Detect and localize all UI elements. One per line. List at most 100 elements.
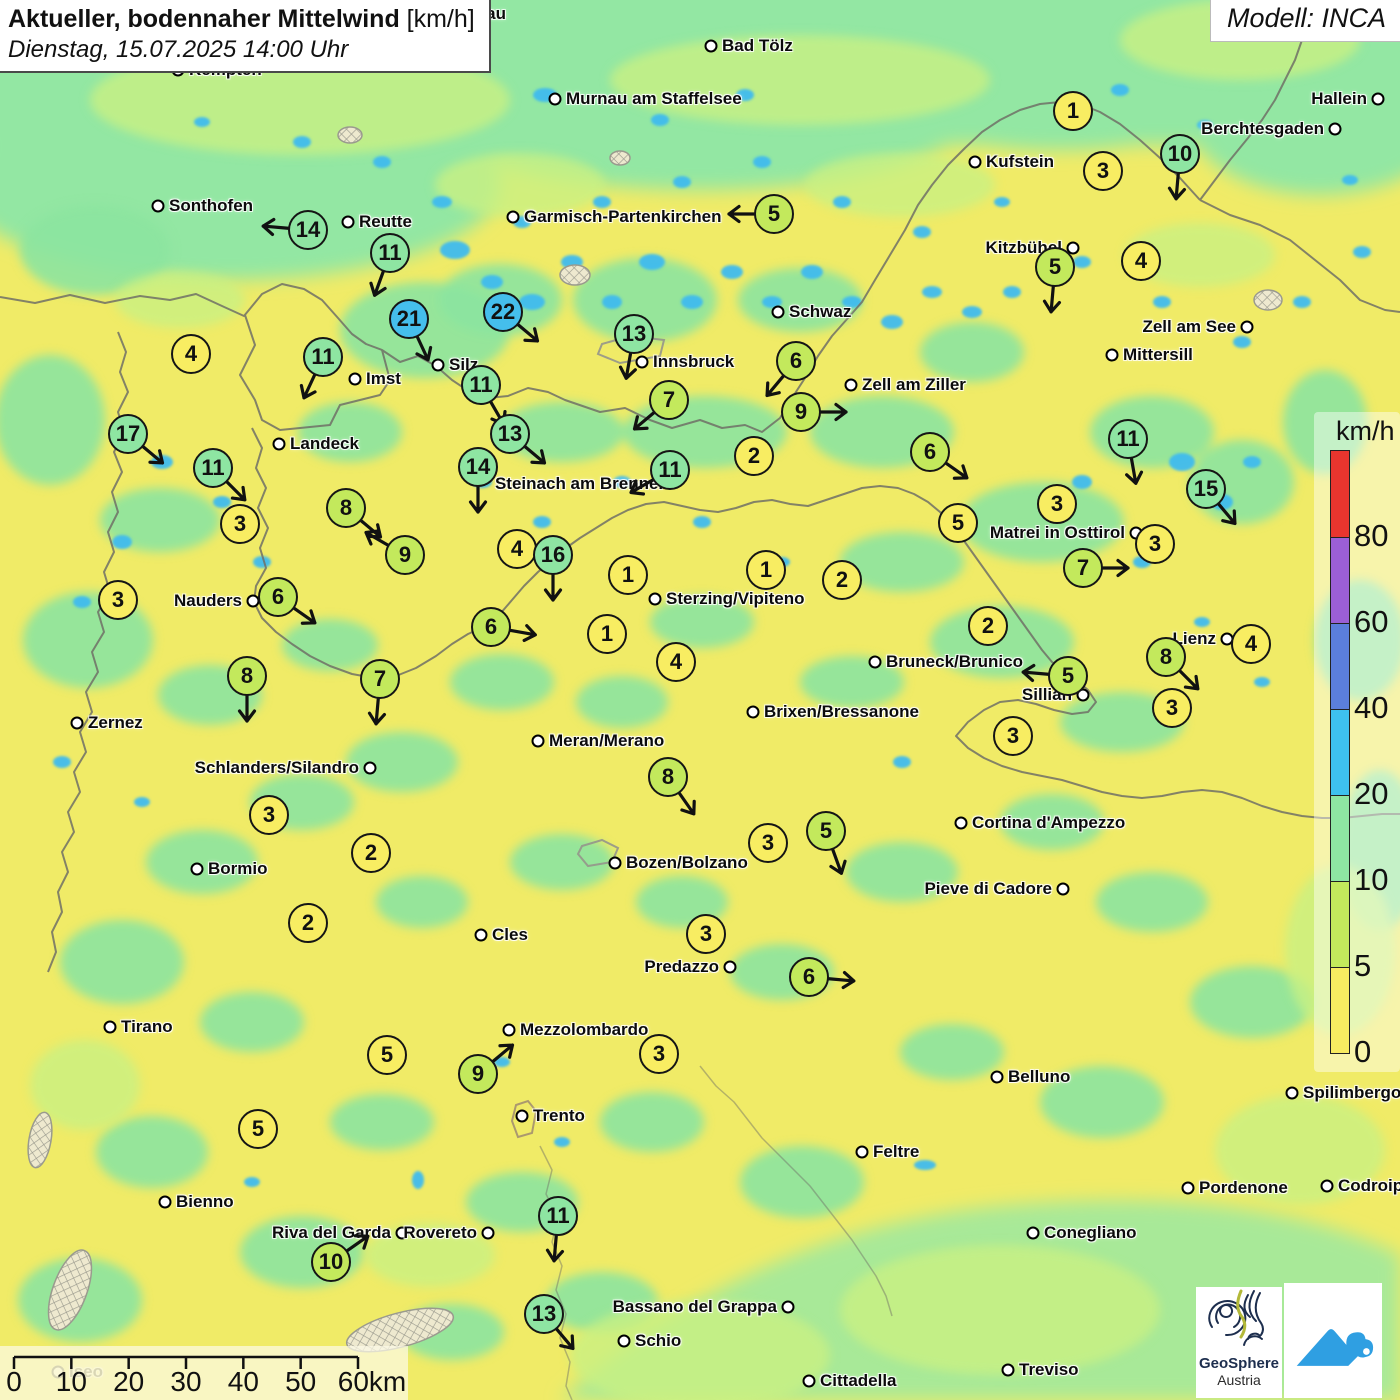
city-marker-icon: [608, 856, 622, 870]
wind-value: 3: [220, 504, 260, 544]
wind-arrow-icon: [363, 267, 394, 303]
city-marker-icon: [151, 199, 165, 213]
city-marker-icon: [1320, 1179, 1334, 1193]
wind-value: 4: [1231, 624, 1271, 664]
wind-value: 1: [587, 614, 627, 654]
city-marker-icon: [1328, 122, 1342, 136]
wind-value: 5: [367, 1035, 407, 1075]
wind-value: 3: [249, 795, 289, 835]
city-marker-icon: [844, 378, 858, 392]
wind-value: 8: [1146, 637, 1186, 677]
wind-value: 7: [649, 380, 689, 420]
city-marker-icon: [1371, 92, 1385, 106]
city-marker-icon: [158, 1195, 172, 1209]
city-label: Lienz: [1172, 629, 1216, 648]
city-label: Landeck: [290, 434, 359, 453]
wind-arrow-icon: [340, 1225, 377, 1260]
wind-arrow-icon: [1172, 663, 1209, 700]
wind-value: 3: [686, 914, 726, 954]
city-label: Bruneck/Brunico: [886, 652, 1023, 671]
wind-value: 14: [288, 210, 328, 250]
city-marker-icon: [395, 1226, 409, 1240]
city-label: Sonthofen: [169, 196, 254, 215]
legend-segment: [1331, 967, 1349, 1053]
city-label: Innsbruck: [653, 352, 735, 371]
scale-bar-label: 10: [55, 1366, 87, 1397]
city-label: Bad Tölz: [722, 36, 793, 55]
city-label: Berchtesgaden: [1201, 119, 1324, 138]
wind-value: 5: [1035, 247, 1075, 287]
wind-arrow-icon: [1210, 496, 1246, 533]
wind-value: 21: [389, 299, 429, 339]
scale-bar-label: 60km: [337, 1366, 407, 1397]
legend: km/h 80 60 40 20 10 5 0: [1314, 412, 1400, 1072]
city-label: Conegliano: [1044, 1223, 1137, 1242]
city-marker-icon: [704, 39, 718, 53]
city-label: Nauders: [173, 591, 242, 610]
wind-value: 8: [326, 488, 366, 528]
scale-bar-label: 20: [113, 1366, 145, 1397]
wind-value: 11: [538, 1196, 578, 1236]
wind-value: 3: [98, 580, 138, 620]
wind-arrow-icon: [365, 697, 390, 729]
wind-arrow-icon: [670, 786, 705, 823]
city-marker-icon: [515, 1109, 529, 1123]
city-label: Belluno: [1008, 1067, 1071, 1086]
legend-segment: [1331, 881, 1349, 967]
city-label: Reutte: [359, 212, 412, 231]
city-marker-icon: [771, 305, 785, 319]
city-label: Schlanders/Silandro: [194, 758, 359, 777]
wind-value: 3: [1135, 524, 1175, 564]
legend-tick-label: 0: [1354, 1034, 1372, 1069]
wind-value: 5: [806, 811, 846, 851]
wind-arrow-icon: [615, 351, 642, 384]
wind-arrow-icon: [517, 438, 554, 474]
city-marker-icon: [1105, 348, 1119, 362]
city-label: Codroipo: [1338, 1176, 1400, 1195]
legend-color-bar: [1330, 450, 1350, 1054]
geosphere-org-label: GeoSphere: [1198, 1355, 1280, 1372]
city-label: Brixen/Bressanone: [764, 702, 919, 721]
wind-value: 11: [193, 448, 233, 488]
geosphere-logo: GeoSphere Austria: [1196, 1287, 1282, 1398]
wind-arrow-icon: [622, 470, 659, 504]
wind-arrow-icon: [508, 619, 541, 646]
city-label: Schwaz: [789, 302, 852, 321]
wind-value: 5: [754, 194, 794, 234]
wind-arrow-icon: [407, 332, 440, 368]
city-marker-icon: [506, 210, 520, 224]
map-title-unit: [km/h]: [399, 5, 475, 33]
wind-value: 3: [1083, 151, 1123, 191]
legend-tick-label: 40: [1354, 690, 1389, 725]
city-label: Zernez: [88, 713, 143, 732]
wind-value: 2: [822, 560, 862, 600]
wind-value: 1: [608, 555, 648, 595]
city-marker-icon: [502, 1023, 516, 1037]
wind-value: 4: [497, 529, 537, 569]
city-marker-icon: [868, 655, 882, 669]
city-marker-icon: [70, 716, 84, 730]
wind-arrow-icon: [756, 368, 792, 405]
city-marker-icon: [968, 155, 982, 169]
wind-value: 2: [288, 903, 328, 943]
wind-value: 11: [650, 450, 690, 490]
city-label: Schio: [635, 1331, 682, 1350]
wind-arrow-icon: [357, 521, 394, 555]
wind-value: 10: [1160, 134, 1200, 174]
wind-value: 6: [776, 341, 816, 381]
wind-value: 8: [227, 656, 267, 696]
city-marker-icon: [103, 1020, 117, 1034]
legend-tick-label: 80: [1354, 518, 1389, 553]
city-label: Bozen/Bolzano: [626, 853, 748, 872]
city-label: Bormio: [208, 859, 268, 878]
wind-value: 6: [258, 577, 298, 617]
wind-value: 5: [938, 503, 978, 543]
wind-value: 16: [533, 535, 573, 575]
city-marker-icon: [1001, 1363, 1015, 1377]
legend-unit-label: km/h: [1336, 416, 1395, 446]
city-label: Matrei in Osttirol: [989, 523, 1125, 542]
city-label: Mezzolombardo: [520, 1020, 649, 1039]
mountain-cloud-icon: [1296, 1328, 1374, 1366]
